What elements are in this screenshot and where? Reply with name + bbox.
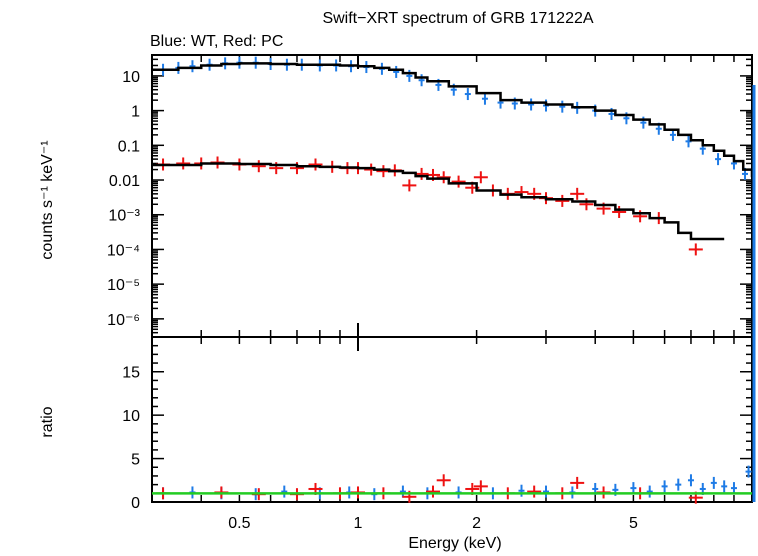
y-tick-label-ratio: 15 [122, 365, 140, 382]
chart-subtitle: Blue: WT, Red: PC [150, 33, 283, 50]
y-tick-label-spectrum: 0.1 [118, 138, 140, 155]
x-tick-label: 1 [354, 515, 363, 532]
y-tick-label-spectrum: 10⁻³ [108, 208, 140, 225]
wt-model-line [152, 62, 754, 178]
y-tick-label-spectrum: 10 [122, 69, 140, 86]
pc-model-line [152, 162, 725, 241]
y-tick-label-spectrum: 1 [131, 104, 140, 121]
x-tick-label: 5 [629, 515, 638, 532]
y-axis-label-spectrum: counts s⁻¹ keV⁻¹ [39, 140, 56, 259]
spectrum-panel-frame [151, 54, 753, 338]
y-tick-label-ratio: 0 [131, 495, 140, 512]
ratio-panel-frame [151, 336, 753, 503]
y-tick-label-spectrum: 10⁻⁵ [107, 277, 140, 294]
chart-title: Swift−XRT spectrum of GRB 171222A [322, 10, 593, 27]
x-tick-label: 2 [472, 515, 481, 532]
y-tick-label-spectrum: 10⁻⁴ [107, 242, 140, 259]
x-tick-label: 0.5 [228, 515, 250, 532]
x-axis-label: Energy (keV) [408, 535, 501, 552]
y-axis-label-ratio: ratio [39, 406, 56, 437]
y-tick-label-ratio: 5 [131, 452, 140, 469]
y-tick-label-ratio: 10 [122, 408, 140, 425]
y-tick-label-spectrum: 0.01 [109, 173, 140, 190]
y-tick-label-spectrum: 10⁻⁶ [107, 312, 140, 329]
